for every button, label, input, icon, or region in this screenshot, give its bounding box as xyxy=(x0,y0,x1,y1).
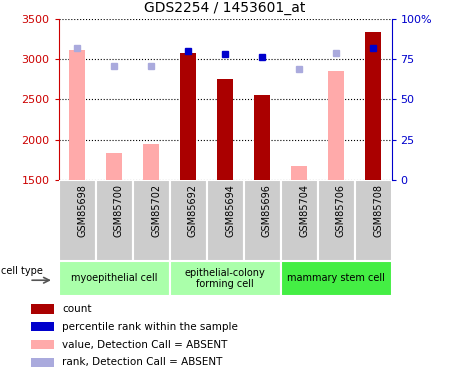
Text: percentile rank within the sample: percentile rank within the sample xyxy=(62,322,238,332)
Text: count: count xyxy=(62,304,92,314)
Bar xyxy=(106,153,122,180)
Text: value, Detection Call = ABSENT: value, Detection Call = ABSENT xyxy=(62,339,228,350)
Text: GSM85706: GSM85706 xyxy=(336,184,346,237)
FancyBboxPatch shape xyxy=(95,180,132,261)
Text: cell type: cell type xyxy=(1,266,43,276)
Text: GSM85704: GSM85704 xyxy=(299,184,309,237)
Title: GDS2254 / 1453601_at: GDS2254 / 1453601_at xyxy=(144,1,306,15)
Bar xyxy=(31,304,54,313)
Text: epithelial-colony
forming cell: epithelial-colony forming cell xyxy=(184,268,266,289)
FancyBboxPatch shape xyxy=(58,261,170,296)
Bar xyxy=(291,166,307,180)
Text: GSM85692: GSM85692 xyxy=(188,184,198,237)
FancyBboxPatch shape xyxy=(132,180,170,261)
Text: GSM85694: GSM85694 xyxy=(225,184,235,237)
FancyBboxPatch shape xyxy=(207,180,243,261)
FancyBboxPatch shape xyxy=(58,180,95,261)
Bar xyxy=(254,95,270,180)
Text: mammary stem cell: mammary stem cell xyxy=(287,273,385,284)
FancyBboxPatch shape xyxy=(280,261,392,296)
Bar xyxy=(180,53,196,180)
Text: GSM85702: GSM85702 xyxy=(151,184,161,237)
FancyBboxPatch shape xyxy=(170,180,207,261)
FancyBboxPatch shape xyxy=(355,180,392,261)
Text: myoepithelial cell: myoepithelial cell xyxy=(71,273,157,284)
Text: GSM85698: GSM85698 xyxy=(77,184,87,237)
Bar xyxy=(69,50,86,180)
Text: GSM85708: GSM85708 xyxy=(373,184,383,237)
Text: rank, Detection Call = ABSENT: rank, Detection Call = ABSENT xyxy=(62,357,223,368)
FancyBboxPatch shape xyxy=(243,180,280,261)
FancyBboxPatch shape xyxy=(318,180,355,261)
FancyBboxPatch shape xyxy=(280,180,318,261)
Text: GSM85700: GSM85700 xyxy=(114,184,124,237)
Bar xyxy=(31,322,54,332)
Bar xyxy=(31,358,54,367)
Text: GSM85696: GSM85696 xyxy=(262,184,272,237)
Bar xyxy=(328,71,344,180)
Bar xyxy=(31,340,54,349)
Bar xyxy=(217,79,233,180)
Bar xyxy=(364,32,381,180)
FancyBboxPatch shape xyxy=(170,261,280,296)
Bar xyxy=(143,144,159,180)
